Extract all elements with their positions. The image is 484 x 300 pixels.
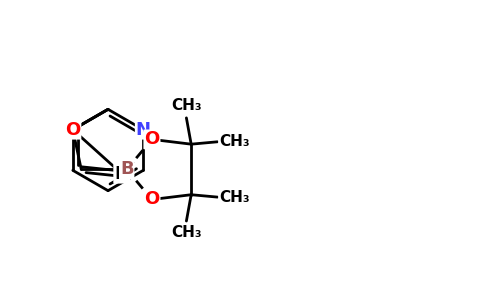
Text: CH₃: CH₃ <box>219 190 250 205</box>
Text: N: N <box>136 121 151 139</box>
Text: O: O <box>144 130 160 148</box>
Text: O: O <box>65 121 80 139</box>
Text: CH₃: CH₃ <box>171 226 202 241</box>
Text: B: B <box>120 160 134 178</box>
Text: CH₃: CH₃ <box>219 134 250 149</box>
Text: O: O <box>144 190 160 208</box>
Text: CH₃: CH₃ <box>171 98 202 113</box>
Text: N: N <box>114 165 129 183</box>
